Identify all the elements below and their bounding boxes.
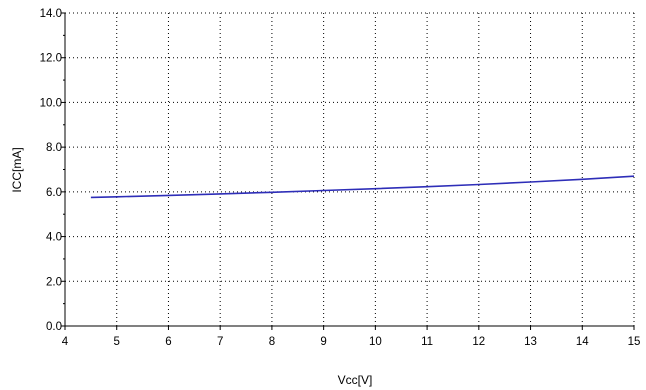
axes	[61, 12, 635, 330]
x-tick-label: 9	[320, 336, 326, 348]
y-axis-title: ICC[mA]	[10, 147, 24, 192]
x-axis-title: Vcc[V]	[338, 373, 373, 387]
x-tick-label: 15	[628, 336, 641, 348]
x-tick-label: 13	[524, 336, 537, 348]
x-tick-label: 4	[62, 336, 69, 348]
x-tick-label: 7	[217, 336, 223, 348]
y-tick-label: 14.0	[40, 8, 62, 20]
x-tick-label: 14	[576, 336, 589, 348]
x-tick-label: 8	[269, 336, 275, 348]
y-tick-label: 0.0	[46, 321, 62, 333]
x-tick-label: 5	[114, 336, 120, 348]
series-layer	[90, 175, 635, 199]
y-tick-label: 4.0	[46, 232, 62, 244]
y-tick-label: 2.0	[46, 276, 62, 288]
tick-labels: 4 5 6 7 8 9 10 11 12 13 14 15 0.0 2.0 4.0 6.0 8.0 10.0 12.…	[40, 8, 641, 348]
y-tick-label: 6.0	[46, 187, 62, 199]
series-line	[90, 175, 635, 199]
x-tick-label: 6	[165, 336, 171, 348]
y-tick-label: 10.0	[40, 97, 62, 109]
y-tick-label: 8.0	[46, 142, 62, 154]
x-tick-label: 11	[421, 336, 433, 348]
grid	[65, 12, 635, 326]
y-tick-label: 12.0	[40, 53, 62, 65]
x-tick-label: 12	[472, 336, 485, 348]
x-tick-label: 10	[369, 336, 382, 348]
